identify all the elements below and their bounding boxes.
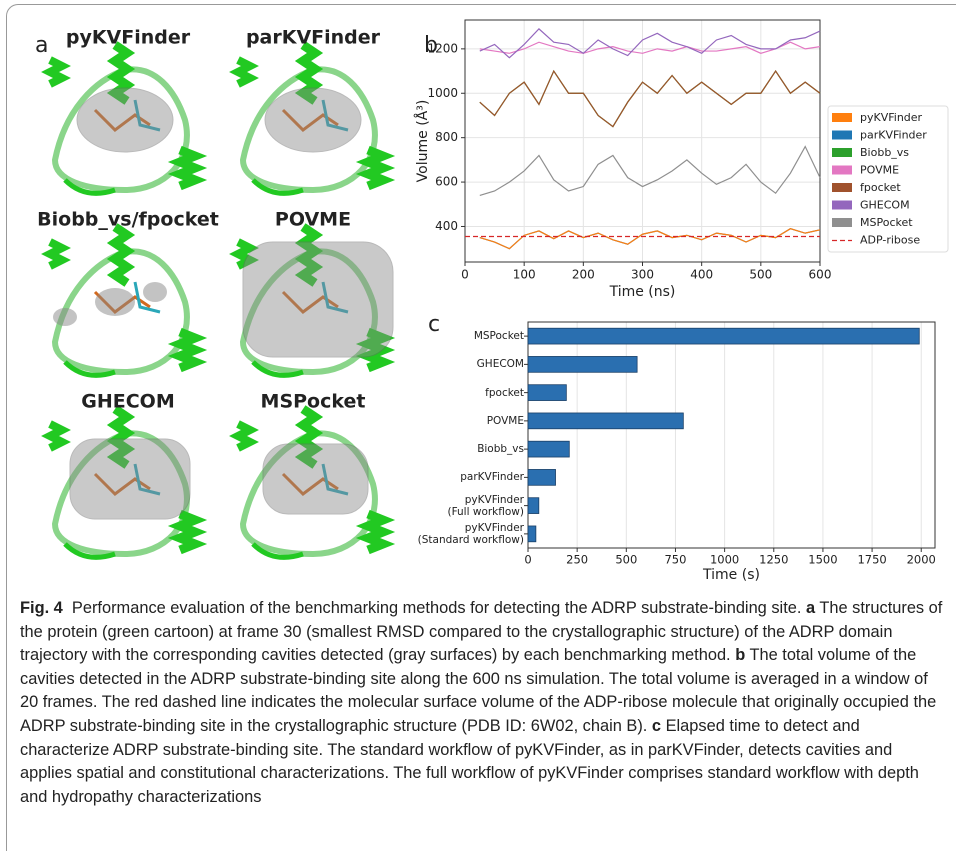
legend-label: fpocket bbox=[860, 181, 901, 194]
x-tick-label: 400 bbox=[690, 268, 713, 282]
legend-swatch bbox=[832, 113, 852, 122]
caption-label: Fig. 4 bbox=[20, 599, 63, 617]
y-tick-label: parKVFinder bbox=[460, 471, 524, 483]
x-tick-label: 0 bbox=[461, 268, 469, 282]
y-tick-label: 1000 bbox=[427, 86, 458, 100]
bar bbox=[528, 385, 566, 401]
y-tick-label: 800 bbox=[435, 130, 458, 144]
legend-label: parKVFinder bbox=[860, 129, 927, 142]
plot-frame bbox=[528, 322, 935, 548]
y-tick-label: 1200 bbox=[427, 41, 458, 55]
x-tick-label: 1250 bbox=[759, 553, 788, 567]
bar bbox=[528, 469, 556, 485]
caption-item-label: b bbox=[735, 646, 745, 664]
x-tick-label: 250 bbox=[566, 553, 588, 567]
x-tick-label: 0 bbox=[524, 553, 531, 567]
figure-caption: Fig. 4 Performance evaluation of the ben… bbox=[20, 597, 946, 809]
x-tick-label: 300 bbox=[631, 268, 654, 282]
legend-label: pyKVFinder bbox=[860, 111, 923, 124]
legend-label: ADP-ribose bbox=[860, 234, 920, 247]
x-tick-label: 200 bbox=[572, 268, 595, 282]
x-axis-label: Time (s) bbox=[702, 567, 760, 583]
y-tick-label: MSPocket bbox=[474, 330, 524, 342]
bar bbox=[528, 441, 569, 457]
panel-label: c bbox=[428, 312, 440, 337]
figure-page: a pyKVFinder parKVFinder Biobb_vs/fpocket P… bbox=[0, 0, 956, 860]
x-tick-label: 2000 bbox=[907, 553, 936, 567]
legend-label: Biobb_vs bbox=[860, 146, 909, 159]
x-tick-label: 1500 bbox=[808, 553, 837, 567]
y-tick-label: 400 bbox=[435, 219, 458, 233]
legend-swatch bbox=[832, 218, 852, 227]
structure-title: MSPocket bbox=[261, 391, 366, 413]
legend-label: MSPocket bbox=[860, 216, 913, 229]
bar bbox=[528, 498, 539, 514]
panel-label: a bbox=[35, 33, 48, 58]
legend-swatch bbox=[832, 166, 852, 175]
y-tick-label: 600 bbox=[435, 175, 458, 189]
x-tick-label: 1000 bbox=[710, 553, 739, 567]
structure-title: GHECOM bbox=[81, 391, 174, 413]
y-tick-label: fpocket bbox=[485, 387, 524, 399]
y-tick-label: pyKVFinder (Standard workflow) bbox=[418, 522, 524, 546]
x-axis-label: Time (ns) bbox=[609, 284, 676, 300]
legend-swatch bbox=[832, 201, 852, 210]
structure-title: Biobb_vs/fpocket bbox=[37, 209, 219, 231]
legend-swatch bbox=[832, 131, 852, 140]
x-tick-label: 100 bbox=[513, 268, 536, 282]
y-tick-label: GHECOM bbox=[477, 358, 524, 370]
y-tick-label: POVME bbox=[487, 415, 524, 427]
caption-intro: Performance evaluation of the benchmarki… bbox=[72, 599, 802, 617]
x-tick-label: 600 bbox=[809, 268, 832, 282]
legend-swatch bbox=[832, 183, 852, 192]
bar bbox=[528, 328, 919, 344]
y-axis-label: Volume (Å³) bbox=[414, 100, 431, 183]
legend-swatch bbox=[832, 148, 852, 157]
caption-item-label: a bbox=[806, 599, 815, 617]
legend-label: GHECOM bbox=[860, 199, 910, 212]
x-tick-label: 1750 bbox=[857, 553, 886, 567]
y-tick-label: Biobb_vs bbox=[477, 443, 524, 455]
x-tick-label: 750 bbox=[664, 553, 686, 567]
structure-title: POVME bbox=[275, 209, 351, 231]
structure-title: pyKVFinder bbox=[66, 27, 191, 49]
caption-item-label: c bbox=[652, 717, 661, 735]
bar bbox=[528, 526, 536, 542]
x-tick-label: 500 bbox=[749, 268, 772, 282]
legend-label: POVME bbox=[860, 164, 899, 177]
bar bbox=[528, 413, 683, 429]
structure-title: parKVFinder bbox=[246, 27, 381, 49]
x-tick-label: 500 bbox=[615, 553, 637, 567]
y-tick-label: pyKVFinder (Full workflow) bbox=[447, 494, 524, 518]
bar bbox=[528, 356, 637, 372]
